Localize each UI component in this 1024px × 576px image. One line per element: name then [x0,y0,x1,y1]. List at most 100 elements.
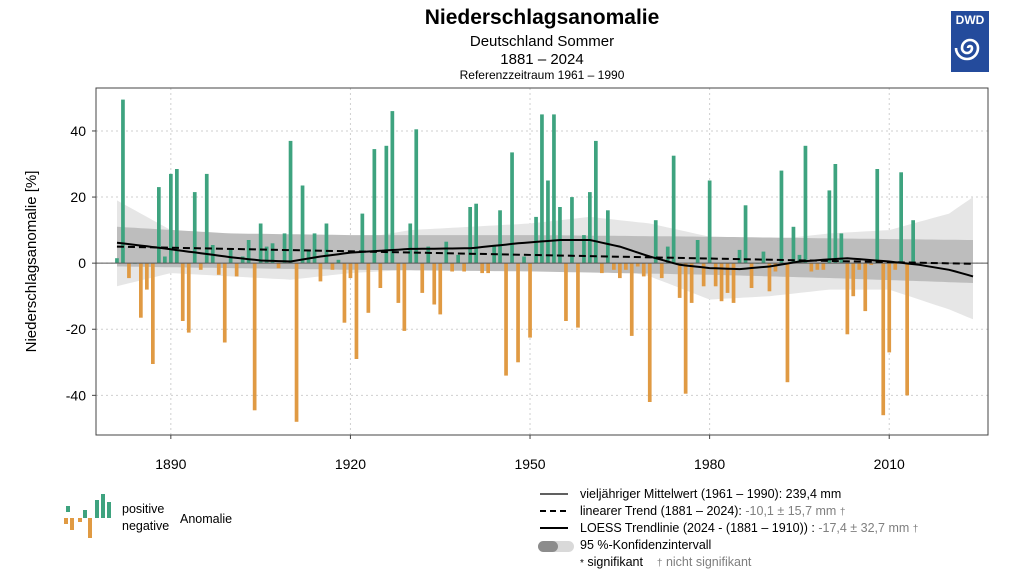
anomaly-bar [893,263,898,270]
anomaly-bar [408,223,413,264]
legend-nsig-label: nicht signifikant [665,555,752,569]
anomaly-bar [827,190,832,264]
legend-trend-mark: † [839,507,846,518]
anomaly-bar [127,263,131,279]
anomaly-bar [731,263,736,303]
anomaly-bar [468,207,472,264]
anomaly-bar [366,263,371,313]
anomaly-bar [151,263,155,364]
anomaly-bar [713,263,718,287]
anomaly-bar [647,263,652,402]
anomaly-bar [414,129,419,264]
y-tick-label: -20 [66,321,86,337]
legend-loess-label: LOESS Trendlinie (2024 - (1881 – 1910)) … [580,521,819,535]
legend-trend-label: linearer Trend (1881 – 2024): [580,504,746,518]
anomaly-bar [276,263,281,269]
anomaly-bar [282,233,287,264]
anomaly-bar [659,263,664,279]
anomaly-bar [875,169,880,264]
anomaly-bar [324,223,329,264]
anomaly-bar [438,263,443,315]
y-tick-label: -40 [66,387,86,403]
anomaly-bar [504,263,508,376]
anomaly-bar [629,263,634,336]
anomaly-bar [240,256,245,264]
anomaly-bar [594,140,598,264]
anomaly-bar [534,216,538,264]
anomaly-bar [588,192,592,264]
anomaly-bar [677,263,682,298]
anomaly-bar [749,263,754,288]
anomaly-bar [839,233,844,264]
anomaly-bar [558,207,562,264]
anomaly-bar [743,205,748,264]
anomaly-bar [115,258,119,264]
anomaly-bar [701,263,706,287]
anomaly-bar [683,263,688,394]
line-legend-icons [538,493,574,552]
x-tick-label: 2010 [874,456,905,472]
anomaly-bar [911,220,915,264]
anomaly-bar [486,263,490,274]
anomaly-bar [737,249,742,264]
anomaly-bar [857,263,862,270]
anomaly-bar [294,263,299,422]
anomaly-bar [145,263,149,290]
anomaly-bar [175,169,179,264]
anomaly-bar [444,241,449,264]
anomaly-bar [450,263,454,272]
chart-subtitle: Deutschland Sommer [469,33,615,50]
x-tick-label: 1950 [514,456,545,472]
anomaly-bar [887,263,892,353]
anomaly-bar [402,263,407,331]
anomaly-bar [121,99,125,264]
dwd-logo-text: DWD [955,13,985,27]
anomaly-bar [516,263,520,363]
chart-reference: Referenzzeitraum 1961 – 1990 [459,68,625,82]
anomaly-bar [139,263,143,318]
anomaly-bar [779,170,784,264]
anomaly-bar [821,263,826,270]
anomaly-bar [707,180,712,264]
anomaly-bar [384,145,389,264]
plot-frame [95,87,989,436]
anomaly-bar [725,263,730,293]
anomaly-bar [665,246,670,264]
anomaly-bar [306,249,311,264]
anomaly-bar [216,263,221,275]
anomaly-bar [833,164,838,264]
anomaly-bar [845,263,850,335]
legend-sig-label: signifikant [587,555,643,569]
legend-nsig-mark: † [656,558,663,569]
legend-significance: * signifikant † nicht signifikant [580,555,751,569]
anomaly-bar [612,263,616,270]
anomaly-bar [803,145,808,264]
anomaly-bar [432,263,437,305]
anomaly-bar [336,259,341,264]
anomaly-bar [270,243,275,264]
anomaly-bar [157,187,161,264]
anomaly-bar [869,263,874,265]
anomaly-bar [474,203,478,264]
anomaly-bar [815,263,820,270]
legend-loess: LOESS Trendlinie (2024 - (1881 – 1910)) … [580,521,918,535]
anomaly-bar [797,254,802,264]
anomaly-bar [396,263,401,303]
anomaly-bar [354,263,359,359]
anomaly-bar [180,263,185,321]
anomaly-bar [462,263,466,272]
anomaly-bar [546,180,550,264]
anomaly-bar [528,263,532,338]
legend-anomaly: Anomalie [180,512,233,526]
anomaly-bar [228,248,233,264]
x-tick-label: 1920 [335,456,366,472]
anomaly-bar [252,263,257,411]
dwd-logo: DWD [951,11,989,72]
legend-ci: 95 %-Konfidenzintervall [580,538,712,552]
anomaly-bar [312,233,317,264]
anomaly-bar [540,114,544,264]
anomaly-bar [564,263,568,321]
anomaly-bar [761,251,766,264]
anomaly-bar [204,173,209,264]
x-tick-label: 1980 [694,456,725,472]
